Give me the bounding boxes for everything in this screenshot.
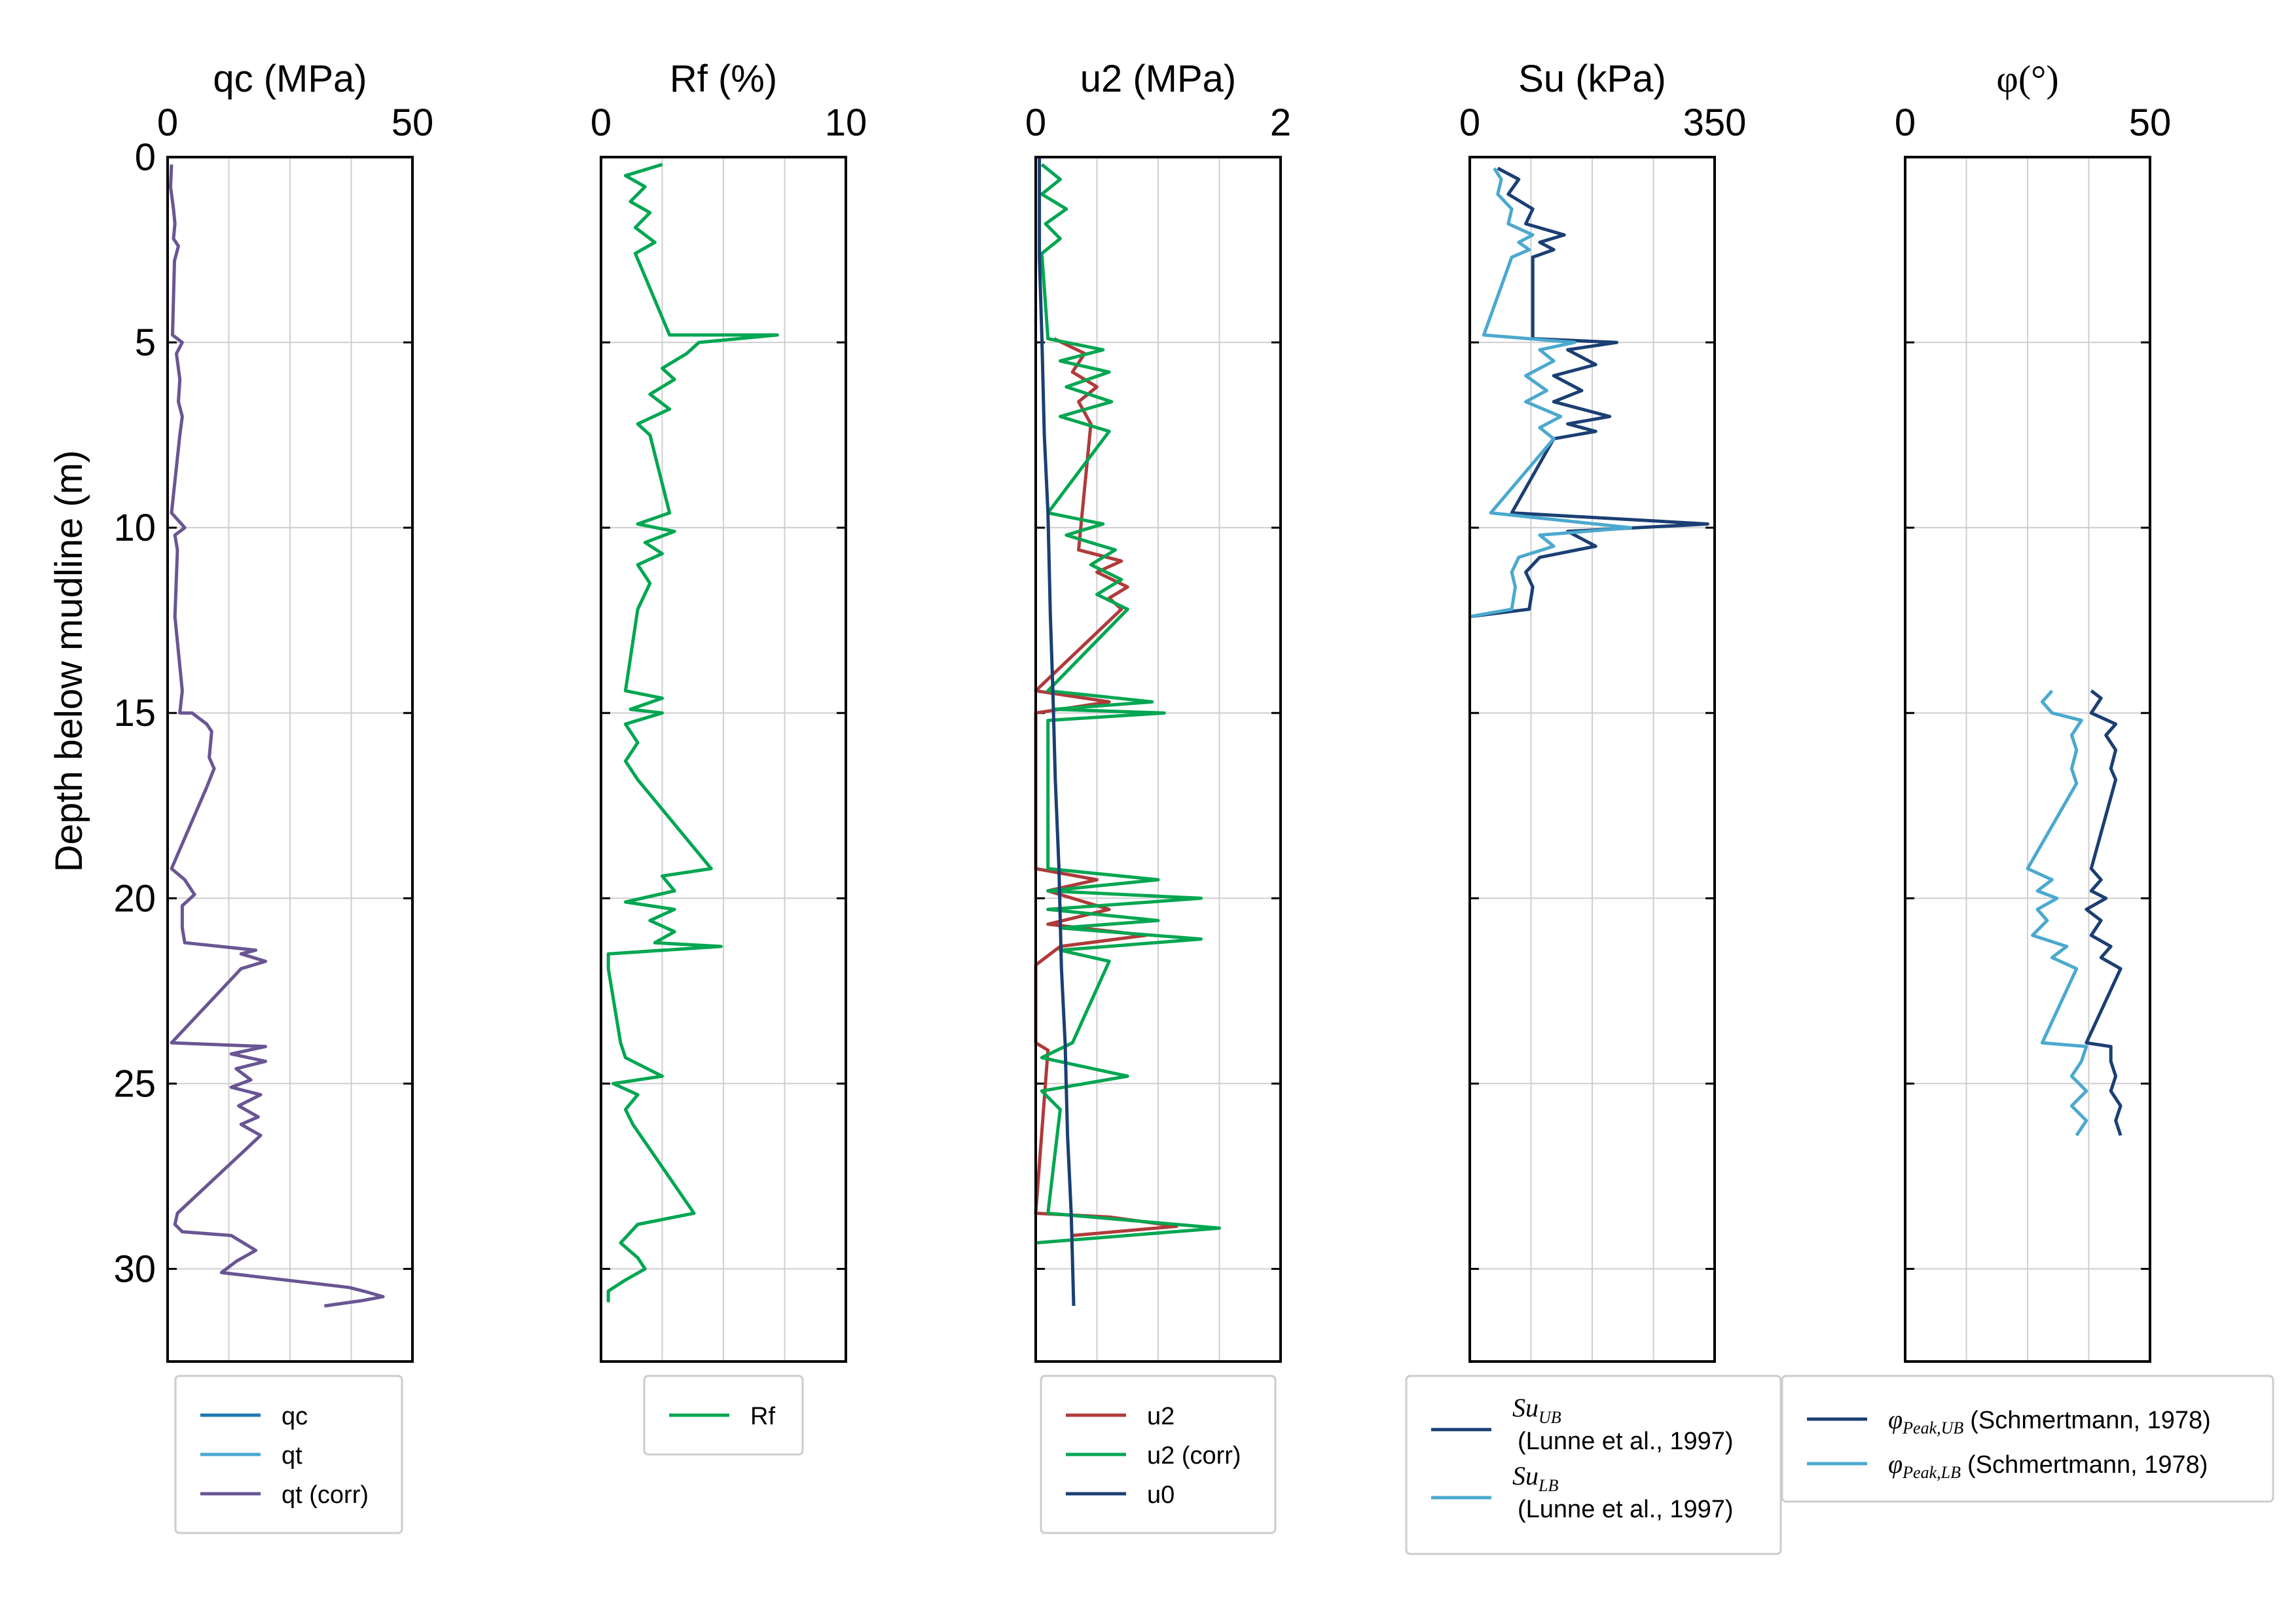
legend-u2: u2 u2 (corr) u0 bbox=[1040, 1375, 1277, 1534]
legend-phi: φPeak,UB (Schmertmann, 1978)φPeak,LB (Schm… bbox=[1781, 1375, 2274, 1503]
legend-label: (Lunne et al., 1997) bbox=[1518, 1496, 1734, 1523]
legend-su: SuUB(Lunne et al., 1997)SuLB(Lunne et al… bbox=[1405, 1375, 1782, 1555]
series-line-φPeak,LB bbox=[2026, 689, 2088, 1136]
legend-label: u2 (corr) bbox=[1147, 1442, 1241, 1470]
x-tick-label: 50 bbox=[392, 101, 434, 144]
x-tick-label: 10 bbox=[825, 101, 867, 144]
legend-rf: Rf bbox=[643, 1375, 804, 1456]
y-tick-label: 10 bbox=[113, 507, 156, 549]
panel-rf: 0 10 Rf (%) Rf bbox=[591, 58, 867, 1456]
plot-frame bbox=[1468, 156, 1716, 1363]
legend-qc: qc qt qt (corr) bbox=[174, 1375, 403, 1534]
y-tick-label: 0 bbox=[135, 136, 156, 179]
plot-frame bbox=[166, 156, 414, 1363]
series-line-Rf bbox=[606, 162, 779, 1303]
x-tick-label: 0 bbox=[157, 101, 178, 144]
y-tick-label: 20 bbox=[113, 877, 156, 920]
y-tick-label: 30 bbox=[113, 1248, 156, 1290]
panel-title: φ(°) bbox=[1996, 58, 2058, 100]
series-line-u0 bbox=[1038, 157, 1076, 1307]
panel-phi: 0 50 φ(°) φPeak,UB (Schmertmann, 1978)φPeak,… bbox=[1781, 58, 2274, 1503]
legend-label: qt (corr) bbox=[282, 1481, 369, 1509]
legend-label: u2 bbox=[1147, 1403, 1175, 1430]
x-tick-label: 0 bbox=[1895, 101, 1916, 144]
plot-frame bbox=[1034, 156, 1282, 1363]
x-tick-label: 50 bbox=[2129, 101, 2172, 144]
legend-label: (Lunne et al., 1997) bbox=[1518, 1428, 1734, 1455]
y-tick-label: 5 bbox=[135, 321, 156, 364]
plot-frame bbox=[600, 156, 847, 1363]
panel-title: Su (kPa) bbox=[1518, 58, 1666, 100]
x-tick-label: 2 bbox=[1270, 101, 1291, 144]
legend-label-symbol: φPeak,UB (Schmertmann, 1978) bbox=[1888, 1405, 2211, 1437]
y-tick-label: 25 bbox=[113, 1062, 156, 1105]
series-line-φPeak,UB bbox=[2085, 689, 2123, 1136]
legend-label: u0 bbox=[1147, 1481, 1175, 1509]
series-line-Su_LB bbox=[1469, 167, 1633, 619]
y-axis-label: Depth below mudline (m) bbox=[48, 450, 90, 873]
legend-label: Rf bbox=[750, 1403, 775, 1430]
series-line-qt (corr) bbox=[169, 164, 385, 1308]
y-tick-label: 15 bbox=[113, 692, 156, 734]
panel-qc: 0 5 10 15 20 25 30 0 50 qc (MPa) qc qt qt (corr) bbox=[113, 58, 434, 1534]
legend-label: qc bbox=[282, 1403, 308, 1430]
panel-title: Rf (%) bbox=[670, 58, 777, 100]
panel-title: qc (MPa) bbox=[213, 58, 367, 100]
x-tick-label: 0 bbox=[1025, 101, 1046, 144]
series-line-Su_UB bbox=[1469, 166, 1709, 619]
legend-box bbox=[1781, 1375, 2274, 1503]
series-line-u2 (corr) bbox=[1035, 163, 1221, 1245]
legend-box bbox=[1405, 1375, 1782, 1555]
x-tick-label: 0 bbox=[1459, 101, 1480, 144]
legend-label: qt bbox=[282, 1442, 302, 1470]
panel-title: u2 (MPa) bbox=[1080, 58, 1237, 100]
plot-frame bbox=[1904, 156, 2151, 1363]
panel-u2: 0 2 u2 (MPa) u2 u2 (corr) u0 bbox=[1025, 58, 1291, 1534]
x-tick-label: 0 bbox=[591, 101, 611, 144]
panel-su: 0 350 Su (kPa) SuUB(Lunne et al., 1997)SuLB… bbox=[1405, 58, 1782, 1555]
x-tick-label: 350 bbox=[1683, 101, 1747, 144]
